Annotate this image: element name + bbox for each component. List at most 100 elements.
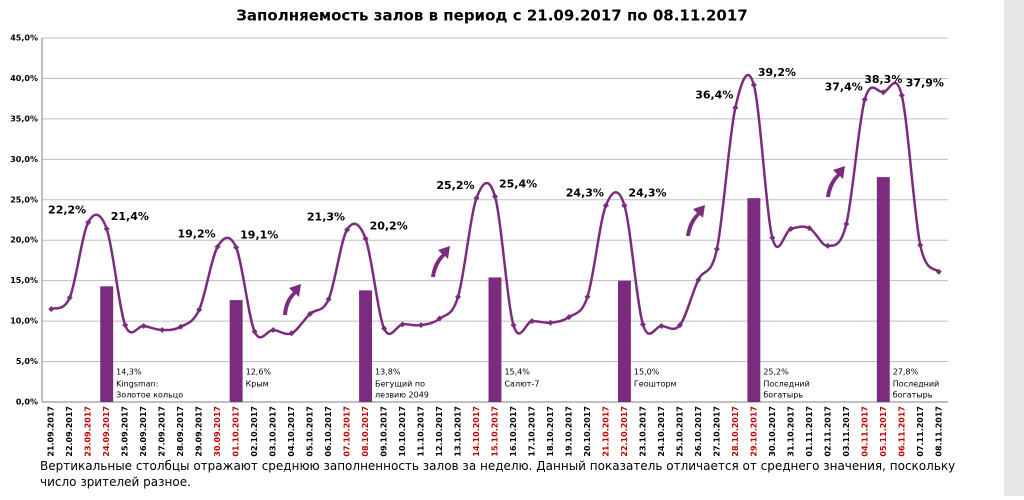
x-tick-label: 11.10.2017 xyxy=(417,406,426,457)
point xyxy=(584,293,591,300)
x-tick-label: 28.09.2017 xyxy=(176,406,185,457)
x-tick-label: 29.10.2017 xyxy=(749,406,758,457)
scrollbar xyxy=(1004,0,1024,496)
point xyxy=(658,322,665,329)
point-label: 20,2% xyxy=(370,220,408,233)
bar-note: Бегущий по xyxy=(375,380,425,389)
line xyxy=(50,73,940,339)
bar-note: Последний xyxy=(893,380,940,389)
x-tick-label: 23.10.2017 xyxy=(638,406,647,457)
point xyxy=(159,327,166,334)
x-tick-label: 28.10.2017 xyxy=(731,406,740,457)
y-tick-label: 20,0% xyxy=(10,236,38,245)
point xyxy=(750,81,757,88)
arrow xyxy=(431,246,450,277)
point-label: 39,2% xyxy=(758,66,796,79)
x-tick-label: 05.10.2017 xyxy=(306,406,315,457)
point xyxy=(344,226,351,233)
x-tick-label: 21.10.2017 xyxy=(601,406,610,457)
x-tick-label: 08.10.2017 xyxy=(361,406,370,457)
x-tick-label: 06.11.2017 xyxy=(897,406,906,457)
x-tick-label: 09.10.2017 xyxy=(380,406,389,457)
x-tick-label: 24.09.2017 xyxy=(102,406,111,457)
point-label: 25,2% xyxy=(436,179,474,192)
bar-note: богатырь xyxy=(893,391,933,400)
y-tick-label: 0,0% xyxy=(16,398,38,407)
point xyxy=(510,322,517,329)
x-tick-label: 16.10.2017 xyxy=(509,406,518,457)
x-tick-label: 07.10.2017 xyxy=(343,406,352,457)
bar-note: лезвию 2049 xyxy=(375,391,429,400)
point-label: 24,3% xyxy=(566,186,604,199)
point xyxy=(122,322,129,329)
x-tick-label: 04.10.2017 xyxy=(287,406,296,457)
y-tick-label: 15,0% xyxy=(10,276,38,285)
x-tick-label: 17.10.2017 xyxy=(527,406,536,457)
x-tick-label: 30.09.2017 xyxy=(213,406,222,457)
x-tick-label: 26.09.2017 xyxy=(139,406,148,457)
footnote: Вертикальные столбцы отражают среднюю за… xyxy=(40,459,956,489)
x-tick-label: 08.11.2017 xyxy=(934,406,943,457)
bar xyxy=(747,198,761,402)
y-tick-label: 40,0% xyxy=(10,74,38,83)
x-tick-label: 12.10.2017 xyxy=(435,406,444,457)
bar-note: Золотое кольцо xyxy=(116,391,183,400)
x-tick-label: 21.09.2017 xyxy=(47,406,56,457)
x-tick-label: 04.11.2017 xyxy=(860,406,869,457)
x-tick-label: 03.10.2017 xyxy=(269,406,278,457)
x-tick-label: 10.10.2017 xyxy=(398,406,407,457)
y-tick-label: 45,0% xyxy=(10,34,38,43)
point xyxy=(251,328,258,335)
x-tick-label: 05.11.2017 xyxy=(879,406,888,457)
point xyxy=(769,234,776,241)
x-tick-label: 24.10.2017 xyxy=(657,406,666,457)
point xyxy=(898,92,905,99)
bar-note: Геошторм xyxy=(634,380,677,389)
bar-note: Салют-7 xyxy=(504,380,539,389)
point-label: 19,1% xyxy=(240,229,278,242)
point xyxy=(103,225,110,232)
point xyxy=(565,314,572,321)
point xyxy=(381,325,388,332)
x-tick-label: 30.10.2017 xyxy=(768,406,777,457)
point xyxy=(399,321,406,328)
x-tick-label: 29.09.2017 xyxy=(195,406,204,457)
x-tick-label: 01.10.2017 xyxy=(232,406,241,457)
point xyxy=(270,327,277,334)
point xyxy=(362,235,369,242)
point xyxy=(676,322,683,329)
point xyxy=(196,306,203,313)
point xyxy=(85,219,92,226)
point-label: 25,4% xyxy=(499,178,537,191)
y-tick-label: 25,0% xyxy=(10,195,38,204)
point xyxy=(233,244,240,251)
point xyxy=(880,89,887,96)
x-tick-label: 25.10.2017 xyxy=(675,406,684,457)
arrow xyxy=(826,166,845,197)
point xyxy=(214,243,221,250)
x-tick-label: 13.10.2017 xyxy=(454,406,463,457)
bar xyxy=(617,280,631,402)
bar-label: 13,8% xyxy=(375,368,401,377)
x-tick-label: 06.10.2017 xyxy=(324,406,333,457)
arrow xyxy=(686,205,705,236)
bar xyxy=(876,177,890,402)
x-tick-label: 02.10.2017 xyxy=(250,406,259,457)
point xyxy=(861,96,868,103)
point-label: 21,4% xyxy=(111,210,149,223)
bar xyxy=(229,300,243,402)
point xyxy=(492,193,498,200)
point-label: 22,2% xyxy=(48,203,86,216)
bar-label: 15,0% xyxy=(634,368,660,377)
point xyxy=(455,293,462,300)
bar xyxy=(359,290,373,402)
point xyxy=(806,225,813,232)
point xyxy=(66,294,73,301)
point xyxy=(639,321,646,328)
point-label: 24,3% xyxy=(628,186,666,199)
point xyxy=(307,310,314,317)
point-label: 38,3% xyxy=(864,73,902,86)
point-label: 36,4% xyxy=(695,89,733,102)
x-tick-label: 02.11.2017 xyxy=(823,406,832,457)
